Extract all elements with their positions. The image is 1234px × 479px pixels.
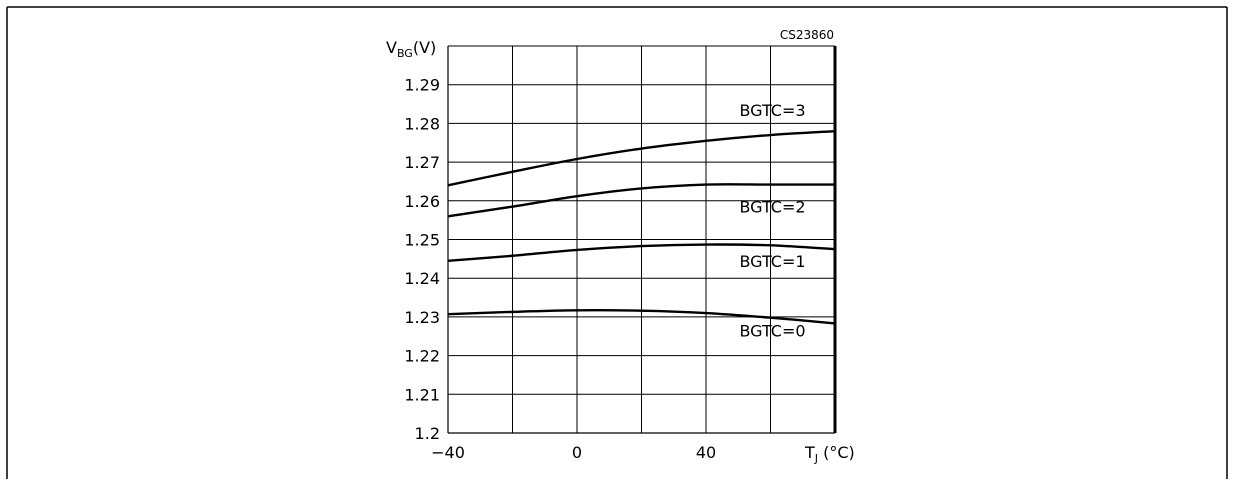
x-tick-label: 40 [696,443,716,462]
y-tick-label: 1.25 [404,231,440,250]
x-axis-title-sub: J [814,452,818,465]
y-tick-label: 1.28 [404,114,440,133]
series-label: BGTC=2 [739,198,805,217]
series-line-bgtc-1 [447,243,836,262]
y-tick-label: 1.23 [404,308,440,327]
figure-code: CS23860 [780,28,834,42]
y-axis-title: VBG(V) [386,38,436,60]
x-tick-label: 0 [572,443,582,462]
x-tick-label: −40 [431,443,465,462]
y-tick-label: 1.27 [404,153,440,172]
y-tick-label: 1.22 [404,347,440,366]
y-tick-label: 1.29 [404,76,440,95]
y-axis-title-unit: (V) [413,38,436,57]
y-tick-label: 1.2 [415,424,440,443]
y-tick-label: 1.26 [404,192,440,211]
series-line-bgtc-2 [447,183,835,218]
y-tick-label: 1.21 [404,385,440,404]
y-axis-title-main: V [386,38,397,57]
series-label: BGTC=3 [739,101,805,120]
x-axis-title-unit: (°C) [818,443,855,462]
y-tick-label: 1.24 [404,269,440,288]
x-axis-title-main: T [804,443,815,462]
series-label: BGTC=0 [739,321,805,340]
axes: 1.2 1.21 1.22 1.23 1.24 1.25 1.26 1.27 1.28 1.29 −… [404,46,837,462]
labels: CS23860 VBG(V) TJ (°C) BGTC=3 BGTC=2 BGTC=… [386,28,855,465]
series-label: BGTC=1 [739,252,805,271]
series-line-bgtc-3 [447,129,836,187]
x-axis-title: TJ (°C) [804,443,855,465]
y-axis-title-sub: BG [397,47,413,60]
series-group [447,129,836,325]
series-line-bgtc-0 [447,309,836,325]
